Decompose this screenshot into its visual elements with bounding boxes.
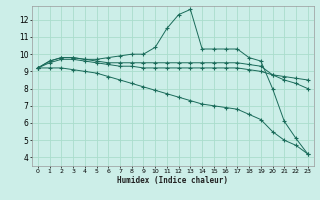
X-axis label: Humidex (Indice chaleur): Humidex (Indice chaleur) — [117, 176, 228, 185]
